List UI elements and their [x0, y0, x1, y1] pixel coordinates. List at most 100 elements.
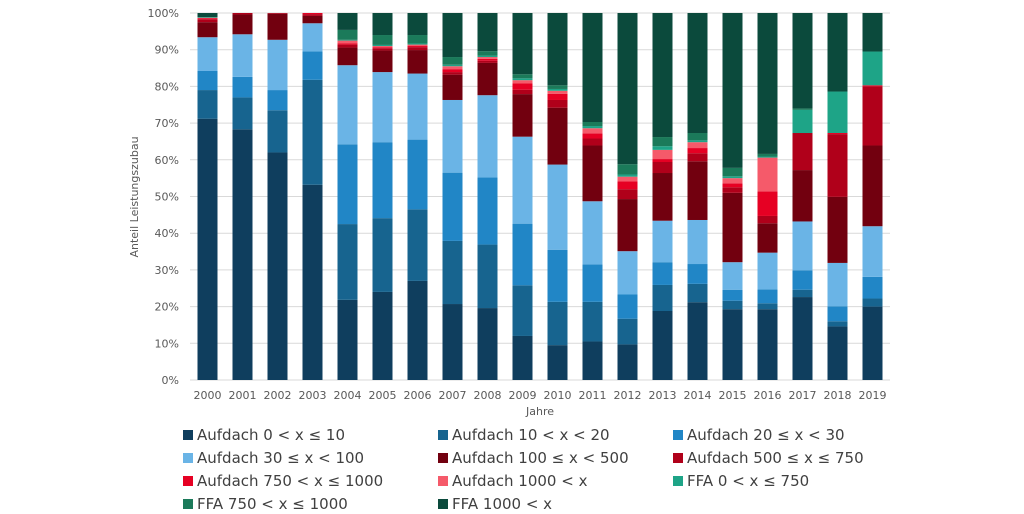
bar-segment — [723, 178, 743, 183]
legend-swatch — [438, 476, 448, 486]
legend-item: FFA 1000 < x — [438, 493, 673, 514]
bar-segment — [828, 134, 848, 197]
bar-segment — [268, 14, 288, 40]
bar-segment — [583, 128, 603, 133]
bar-segment — [198, 90, 218, 119]
bar-segment — [513, 94, 533, 137]
x-axis-title: Jahre — [525, 405, 554, 418]
bar-segment — [408, 47, 428, 50]
bar-segment — [723, 187, 743, 193]
legend-item: FFA 0 < x ≤ 750 — [673, 470, 903, 491]
legend-label: FFA 750 < x ≤ 1000 — [197, 495, 348, 513]
bar-segment — [373, 47, 393, 48]
bar-segment — [618, 13, 638, 164]
bar-segment — [233, 13, 253, 14]
bar-segment — [408, 74, 428, 140]
bar-segment — [793, 290, 813, 297]
bar-segment — [443, 100, 463, 173]
bar-segment — [338, 45, 358, 48]
legend-item: Aufdach 750 < x ≤ 1000 — [183, 470, 438, 491]
bar-segment — [198, 71, 218, 90]
bar-segment — [583, 302, 603, 342]
legend-swatch — [438, 430, 448, 440]
bar-segment — [408, 209, 428, 281]
bar-segment — [198, 13, 218, 17]
bar-segment — [723, 301, 743, 309]
y-tick-label: 0% — [162, 374, 179, 387]
bar-segment — [198, 119, 218, 380]
bar-segment — [373, 35, 393, 45]
legend-item: Aufdach 30 ≤ x < 100 — [183, 447, 438, 468]
x-tick-label: 2014 — [684, 389, 712, 402]
bar-segment — [268, 13, 288, 14]
bar-segment — [443, 69, 463, 72]
bar-segment — [583, 139, 603, 146]
legend-item: Aufdach 500 ≤ x ≤ 750 — [673, 447, 903, 468]
bar-segment — [198, 37, 218, 71]
bar-segment — [618, 174, 638, 176]
legend-label: FFA 1000 < x — [452, 495, 552, 513]
x-tick-label: 2007 — [439, 389, 467, 402]
bar-segment — [303, 14, 323, 16]
legend-swatch — [673, 430, 683, 440]
bar-segment — [828, 92, 848, 133]
bar-segment — [513, 336, 533, 380]
bar-segment — [478, 13, 498, 51]
bar-segment — [793, 221, 813, 270]
bar-segment — [688, 140, 708, 142]
y-tick-label: 60% — [155, 154, 179, 167]
x-tick-label: 2016 — [754, 389, 782, 402]
bar-segment — [793, 13, 813, 108]
bar-segment — [618, 177, 638, 182]
bar-segment — [408, 50, 428, 73]
bar-segment — [478, 245, 498, 308]
x-tick-label: 2002 — [264, 389, 292, 402]
bar-segment — [688, 148, 708, 153]
bar-segment — [688, 142, 708, 148]
x-tick-label: 2015 — [719, 389, 747, 402]
bar-segment — [338, 41, 358, 44]
bar-segment — [618, 344, 638, 380]
bar-segment — [653, 146, 673, 150]
bar-segment — [618, 181, 638, 189]
legend-swatch — [673, 453, 683, 463]
bar-segment — [723, 183, 743, 187]
gridlines — [190, 13, 890, 380]
bar-segment — [723, 309, 743, 380]
bar-segment — [653, 285, 673, 311]
x-tick-label: 2017 — [789, 389, 817, 402]
bar-segment — [828, 13, 848, 92]
bar-segment — [758, 158, 778, 192]
bar-segment — [688, 264, 708, 284]
legend-label: FFA 0 < x ≤ 750 — [687, 472, 809, 490]
bar-segment — [863, 277, 883, 299]
bar-segment — [828, 326, 848, 380]
y-tick-label: 30% — [155, 264, 179, 277]
bar-segment — [233, 97, 253, 129]
bar-segment — [828, 133, 848, 134]
bar-segment — [688, 284, 708, 302]
bar-segment — [513, 224, 533, 286]
y-tick-label: 20% — [155, 301, 179, 314]
bar-segment — [723, 13, 743, 168]
bar-segment — [478, 59, 498, 61]
bar-segment — [373, 142, 393, 218]
bar-segment — [513, 74, 533, 78]
bar-segment — [723, 168, 743, 176]
legend-item: Aufdach 0 < x ≤ 10 — [183, 424, 438, 445]
bar-segment — [373, 50, 393, 72]
bar-segment — [548, 165, 568, 250]
x-tick-label: 2005 — [369, 389, 397, 402]
bar-segment — [618, 189, 638, 199]
bar-segment — [478, 308, 498, 380]
legend-swatch — [673, 476, 683, 486]
bar-segment — [513, 83, 533, 89]
bar-segment — [198, 19, 218, 22]
bar-segment — [513, 285, 533, 336]
bar-segment — [233, 77, 253, 98]
bar-segment — [408, 45, 428, 46]
bar-segment — [583, 126, 603, 128]
bar-segment — [548, 91, 568, 94]
